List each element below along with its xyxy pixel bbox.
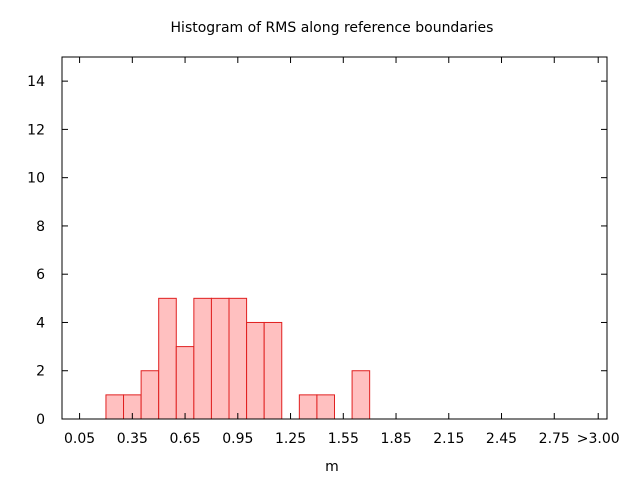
histogram-bar bbox=[351, 370, 371, 420]
x-tick-label: 0.95 bbox=[222, 431, 253, 447]
y-tick-label: 10 bbox=[27, 171, 45, 187]
y-tick-label: 14 bbox=[27, 74, 45, 90]
histogram-bar bbox=[263, 321, 283, 420]
histogram-bar bbox=[210, 297, 230, 420]
histogram-bar bbox=[175, 346, 195, 420]
y-tick-label: 6 bbox=[36, 267, 45, 283]
x-tick-label: 0.35 bbox=[117, 431, 148, 447]
histogram-bar bbox=[193, 297, 212, 420]
ticks-group: 0.05 0.35 0.65 0.95 1.25 1.55 1.85 2.15 2.45 2.75… bbox=[27, 57, 620, 447]
x-tick-label: 1.55 bbox=[328, 431, 359, 447]
x-tick-label: 1.85 bbox=[380, 431, 411, 447]
y-tick-label: 0 bbox=[36, 412, 45, 428]
y-tick-label: 4 bbox=[36, 315, 45, 331]
histogram-bar bbox=[140, 370, 160, 420]
histogram-bar bbox=[105, 394, 125, 420]
histogram-bar bbox=[316, 394, 335, 420]
x-tick-label: 0.05 bbox=[64, 431, 95, 447]
histogram-bar bbox=[158, 297, 177, 420]
y-tick-label: 12 bbox=[27, 122, 45, 138]
x-tick-label: 2.75 bbox=[539, 431, 570, 447]
histogram-bar bbox=[228, 297, 248, 420]
y-tick-label: 8 bbox=[36, 219, 45, 235]
x-tick-label: 1.25 bbox=[275, 431, 306, 447]
y-tick-label: 2 bbox=[36, 364, 45, 380]
x-tick-label: 2.45 bbox=[486, 431, 517, 447]
x-tick-label: >3.00 bbox=[577, 431, 620, 447]
x-tick-label: 2.15 bbox=[433, 431, 464, 447]
x-tick-label: 0.65 bbox=[169, 431, 200, 447]
chart-title: Histogram of RMS along reference boundar… bbox=[171, 20, 494, 36]
x-axis-label: m bbox=[325, 459, 339, 475]
plot-frame bbox=[61, 56, 608, 420]
bars-group bbox=[105, 297, 371, 420]
histogram-bar bbox=[298, 394, 318, 420]
histogram-bar bbox=[246, 321, 265, 420]
